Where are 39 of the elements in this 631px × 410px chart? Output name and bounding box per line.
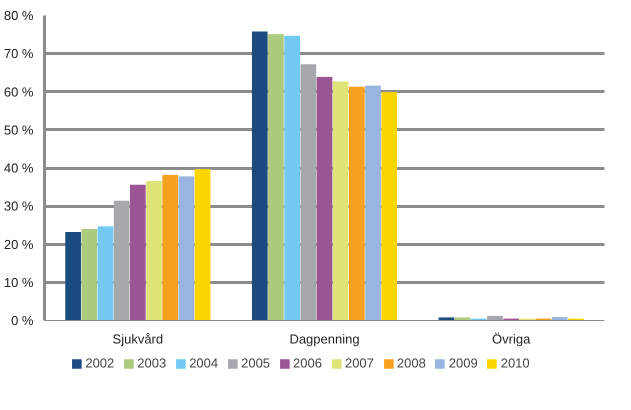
bar bbox=[349, 86, 365, 320]
legend-label: 2008 bbox=[396, 356, 426, 370]
bar bbox=[332, 81, 349, 320]
legend-label: 2002 bbox=[85, 356, 114, 370]
x-tick-label: Övriga bbox=[492, 332, 532, 346]
bar bbox=[381, 92, 398, 320]
legend-label: 2005 bbox=[241, 356, 270, 370]
y-tick-label: 70 % bbox=[4, 46, 34, 62]
bar bbox=[114, 200, 130, 320]
bar bbox=[268, 34, 284, 320]
y-tick-label: 60 % bbox=[4, 84, 34, 100]
bar bbox=[252, 32, 268, 320]
y-tick-label: 20 % bbox=[4, 236, 34, 252]
y-tick-label: 40 % bbox=[4, 160, 34, 176]
bar bbox=[130, 184, 146, 320]
y-tick-label: 10 % bbox=[4, 274, 34, 290]
y-tick-label: 30 % bbox=[4, 198, 34, 214]
bar bbox=[194, 169, 210, 320]
bar bbox=[98, 226, 114, 320]
y-tick-label: 0 % bbox=[11, 313, 34, 328]
bar bbox=[81, 229, 98, 320]
bar bbox=[162, 174, 178, 320]
bar bbox=[365, 86, 381, 320]
y-tick-label: 50 % bbox=[4, 122, 34, 138]
bar bbox=[316, 76, 332, 320]
y-tick-label: 80 % bbox=[4, 8, 34, 23]
bar bbox=[284, 36, 300, 320]
legend-label: 2004 bbox=[189, 356, 218, 370]
legend-label: 2010 bbox=[500, 356, 530, 370]
legend-label: 2006 bbox=[293, 356, 322, 370]
legend-label: 2007 bbox=[344, 356, 374, 370]
legend-label: 2009 bbox=[448, 356, 478, 370]
bar bbox=[65, 232, 81, 320]
bar bbox=[178, 176, 194, 320]
legend-label: 2003 bbox=[137, 356, 166, 370]
bar bbox=[300, 64, 316, 320]
x-tick-label: Dagpenning bbox=[289, 332, 360, 346]
bar bbox=[146, 180, 162, 320]
x-tick-label: Sjukvård bbox=[112, 332, 164, 346]
